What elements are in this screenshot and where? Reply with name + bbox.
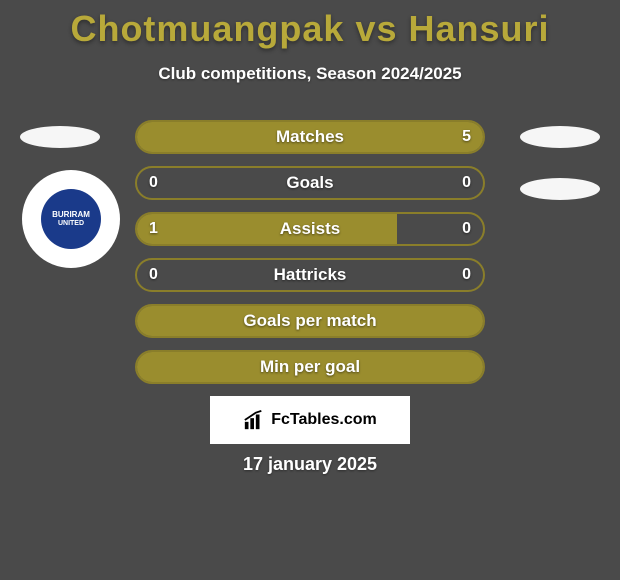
stat-label: Matches: [137, 122, 483, 152]
comparison-card: Chotmuangpak vs Hansuri Club competition…: [0, 0, 620, 580]
stat-row-matches: Matches 5: [135, 120, 485, 154]
date-text: 17 january 2025: [0, 454, 620, 475]
badge-text-bottom: UNITED: [58, 220, 84, 228]
stat-label: Hattricks: [137, 260, 483, 290]
decor-ellipse-br: [520, 178, 600, 200]
stat-value-right: 0: [462, 214, 471, 244]
stat-row-goals-per-match: Goals per match: [135, 304, 485, 338]
stat-label: Goals per match: [137, 306, 483, 336]
decor-ellipse-tr: [520, 126, 600, 148]
stat-value-right: 0: [462, 260, 471, 290]
stat-row-min-per-goal: Min per goal: [135, 350, 485, 384]
club-badge-inner: ★ ★ ★ BURIRAM UNITED: [41, 189, 101, 249]
stat-row-assists: 1 Assists 0: [135, 212, 485, 246]
badge-text-top: BURIRAM: [52, 211, 90, 220]
subtitle: Club competitions, Season 2024/2025: [0, 64, 620, 84]
stat-value-right: 0: [462, 168, 471, 198]
stat-row-goals: 0 Goals 0: [135, 166, 485, 200]
stat-label: Min per goal: [137, 352, 483, 382]
brand-box[interactable]: FcTables.com: [210, 396, 410, 444]
badge-stars: ★ ★ ★: [51, 181, 90, 192]
club-badge: ★ ★ ★ BURIRAM UNITED: [22, 170, 120, 268]
page-title: Chotmuangpak vs Hansuri: [0, 0, 620, 50]
stat-row-hattricks: 0 Hattricks 0: [135, 258, 485, 292]
brand-text: FcTables.com: [271, 411, 377, 429]
stat-value-right: 5: [462, 122, 471, 152]
stats-area: Matches 5 0 Goals 0 1 Assists 0 0 Hattri…: [135, 120, 485, 396]
stat-label: Goals: [137, 168, 483, 198]
decor-ellipse-tl: [20, 126, 100, 148]
chart-icon: [243, 409, 265, 431]
stat-label: Assists: [137, 214, 483, 244]
